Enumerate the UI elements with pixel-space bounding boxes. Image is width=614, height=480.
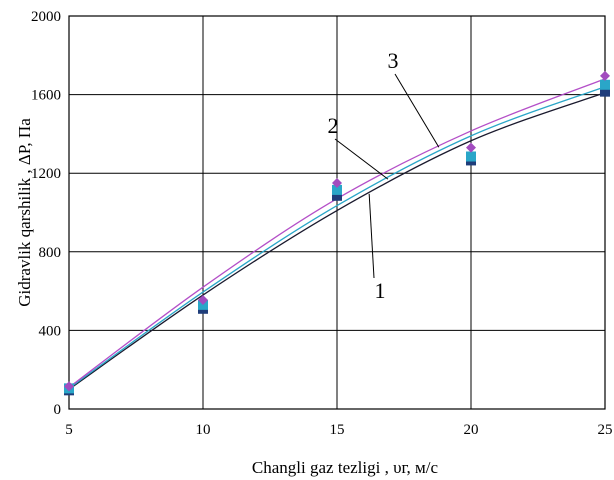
y-tick-label: 2000: [31, 9, 61, 25]
data-point-series-3: [466, 142, 476, 153]
curve-annotations: 1 2 3: [328, 48, 440, 303]
data-point-series-1: [600, 86, 610, 97]
curve-label-2: 2: [328, 113, 339, 138]
x-tick-labels: 5 10 15 20 25: [65, 422, 612, 438]
data-point-series-3: [332, 178, 342, 189]
data-point-series-3: [198, 294, 208, 305]
x-tick-label: 25: [598, 422, 613, 438]
data-point-series-2: [332, 184, 342, 195]
y-tick-label: 1600: [31, 88, 61, 104]
x-tick-label: 10: [196, 422, 211, 438]
data-point-series-2: [600, 79, 610, 90]
curve-label-3: 3: [388, 48, 399, 73]
x-axis-label: Changli gaz tezligi , υг, м/с: [252, 458, 439, 477]
annotation-leader-3: [394, 73, 440, 148]
y-axis-label: Gidravlik qarshilik , ΔP, Па: [15, 118, 34, 307]
data-point-series-3: [64, 381, 74, 392]
x-tick-label: 20: [464, 422, 479, 438]
plot-frame: [68, 15, 606, 410]
annotation-leader-1: [368, 193, 375, 279]
y-tick-label: 400: [39, 323, 62, 339]
series-markers: [64, 70, 610, 396]
x-tick-label: 5: [65, 422, 73, 438]
data-point-series-1: [332, 190, 342, 201]
y-tick-label: 0: [54, 402, 62, 418]
data-point-series-2: [466, 151, 476, 162]
y-tick-label: 800: [39, 245, 62, 261]
y-tick-labels: 0 400 800 1200 1600 2000: [31, 9, 61, 418]
y-tick-label: 1200: [31, 166, 61, 182]
curve-label-1: 1: [375, 278, 386, 303]
series-line-2: [68, 86, 606, 389]
annotation-leader-2: [334, 138, 389, 180]
data-point-series-3: [600, 70, 610, 81]
x-tick-label: 15: [330, 422, 345, 438]
grid-lines: [68, 15, 606, 410]
series-line-1: [68, 92, 606, 390]
